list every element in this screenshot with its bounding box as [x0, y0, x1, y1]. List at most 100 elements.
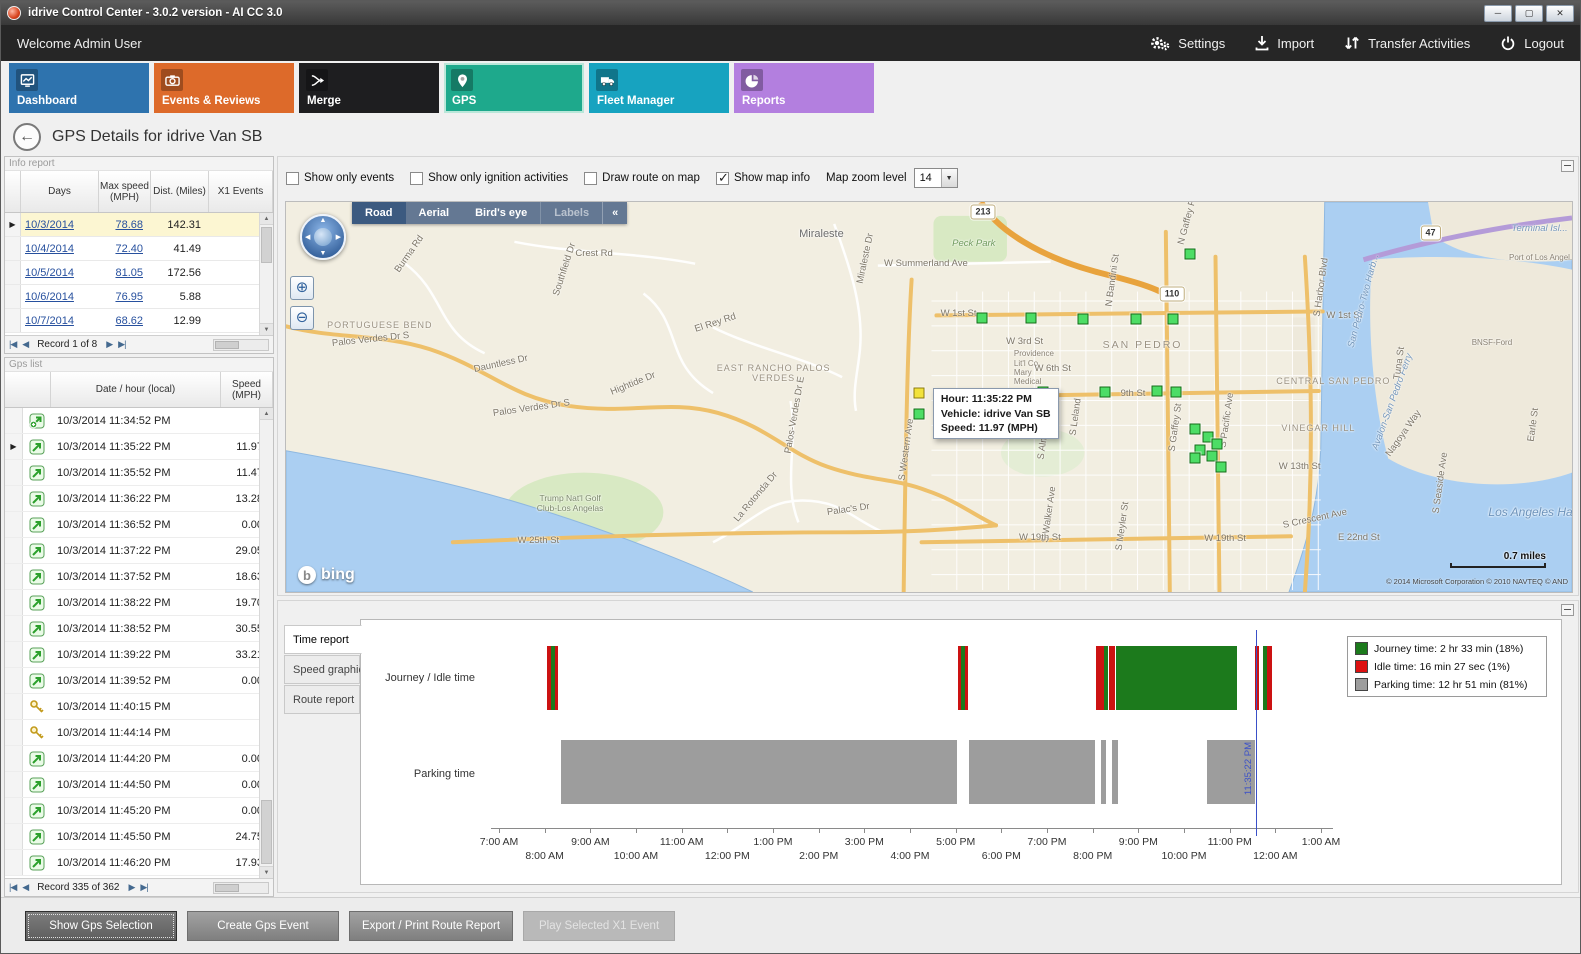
map-zoom-out-button[interactable]: ⊖ — [290, 306, 314, 330]
pan-right-icon[interactable]: ▶ — [335, 234, 341, 241]
maximize-button[interactable]: ▢ — [1515, 4, 1543, 22]
scrollbar-thumb[interactable] — [261, 800, 272, 864]
column-header-datetime[interactable]: Date / hour (local) — [51, 372, 221, 407]
minimize-button[interactable]: ─ — [1484, 4, 1512, 22]
checkbox-box[interactable] — [715, 170, 729, 186]
gps-marker[interactable] — [1099, 386, 1111, 398]
gps-list-row[interactable]: 10/3/2014 11:44:50 PM 0.00 — [5, 772, 273, 798]
prev-record-button[interactable]: ◀ — [22, 882, 29, 892]
gps-marker[interactable] — [1215, 461, 1227, 473]
map-canvas[interactable] — [286, 202, 1572, 592]
horizontal-scrollbar[interactable] — [213, 881, 269, 894]
day-link[interactable]: 10/4/2014 — [25, 242, 74, 255]
column-header-days[interactable]: Days — [21, 171, 99, 212]
column-header-dist[interactable]: Dist. (Miles) — [151, 171, 209, 212]
checkbox-box[interactable] — [584, 171, 598, 185]
day-link[interactable]: 10/6/2014 — [25, 290, 74, 303]
tab-dashboard[interactable]: Dashboard — [9, 63, 149, 113]
column-header-max-speed[interactable]: Max speed (MPH) — [99, 171, 151, 212]
gps-list-row[interactable]: 10/3/2014 11:35:52 PM 11.47 — [5, 460, 273, 486]
scroll-up-icon[interactable]: ▲ — [260, 213, 273, 225]
gps-list-row[interactable]: 10/3/2014 11:36:52 PM 0.00 — [5, 512, 273, 538]
gps-marker[interactable] — [976, 312, 988, 324]
prev-record-button[interactable]: ◀ — [22, 339, 29, 349]
column-header-x1-events[interactable]: X1 Events — [209, 171, 273, 212]
info-report-row[interactable]: ▶ 10/3/2014 78.68 142.31 — [5, 213, 273, 237]
import-button[interactable]: Import — [1255, 35, 1314, 51]
show-gps-selection-button[interactable]: Show Gps Selection — [25, 910, 177, 941]
tab-reports[interactable]: Reports — [734, 63, 874, 113]
gps-marker[interactable] — [1202, 431, 1214, 443]
map-style-tab-labels[interactable]: Labels — [540, 202, 602, 224]
map-style-tab-aerial[interactable]: Aerial — [418, 207, 450, 219]
tab-time-report[interactable]: Time report — [284, 625, 362, 654]
create-gps-event-button[interactable]: Create Gps Event — [187, 910, 339, 941]
gps-marker[interactable] — [1077, 313, 1089, 325]
info-report-row[interactable]: 10/7/2014 68.62 12.99 — [5, 309, 273, 333]
scrollbar-thumb[interactable] — [261, 227, 272, 263]
max-speed-link[interactable]: 72.40 — [115, 242, 143, 255]
scrollbar-thumb[interactable] — [215, 883, 239, 892]
logout-button[interactable]: Logout — [1500, 35, 1564, 51]
scroll-down-icon[interactable]: ▼ — [260, 866, 273, 878]
pan-down-icon[interactable]: ▼ — [319, 250, 327, 257]
gps-list-row[interactable]: 10/3/2014 11:40:15 PM — [5, 694, 273, 720]
first-record-button[interactable]: |◀ — [9, 339, 17, 349]
map-panel-collapse-button[interactable] — [1561, 160, 1574, 172]
gps-list-row[interactable]: 10/3/2014 11:44:14 PM — [5, 720, 273, 746]
scrollbar-thumb[interactable] — [215, 340, 239, 349]
gps-marker[interactable] — [913, 408, 925, 420]
gps-marker[interactable] — [1184, 248, 1196, 260]
info-report-row[interactable]: 10/6/2014 76.95 5.88 — [5, 285, 273, 309]
gps-marker[interactable] — [1130, 313, 1142, 325]
gps-marker[interactable] — [1189, 452, 1201, 464]
tab-route-report[interactable]: Route report — [284, 685, 360, 714]
checkbox-show-only-events[interactable]: Show only events — [286, 171, 394, 185]
gps-marker[interactable] — [1167, 313, 1179, 325]
gps-list-row[interactable]: 10/3/2014 11:37:52 PM 18.63 — [5, 564, 273, 590]
tab-events-reviews[interactable]: Events & Reviews — [154, 63, 294, 113]
settings-button[interactable]: Settings — [1150, 35, 1225, 51]
max-speed-link[interactable]: 76.95 — [115, 290, 143, 303]
day-link[interactable]: 10/5/2014 — [25, 266, 74, 279]
gps-marker[interactable] — [1189, 423, 1201, 435]
map-zoom-in-button[interactable]: ⊕ — [290, 276, 314, 300]
gps-list-row[interactable]: 10/3/2014 11:34:52 PM — [5, 408, 273, 434]
gps-list-row[interactable]: 10/3/2014 11:38:22 PM 19.70 — [5, 590, 273, 616]
close-button[interactable]: ✕ — [1546, 4, 1574, 22]
map-style-tab-bird-s-eye[interactable]: Bird's eye — [475, 207, 528, 219]
gps-list-row[interactable]: ▶ 10/3/2014 11:35:22 PM 11.97 — [5, 434, 273, 460]
next-record-button[interactable]: ▶ — [106, 339, 113, 349]
gps-marker[interactable] — [1211, 438, 1223, 450]
max-speed-link[interactable]: 78.68 — [115, 218, 143, 231]
checkbox-show-only-ignition-activities[interactable]: Show only ignition activities — [410, 171, 568, 185]
info-report-row[interactable]: 10/4/2014 72.40 41.49 — [5, 237, 273, 261]
gps-list-row[interactable]: 10/3/2014 11:39:52 PM 0.00 — [5, 668, 273, 694]
transfer-activities-button[interactable]: Transfer Activities — [1344, 35, 1470, 51]
map-tabs-collapse-button[interactable]: « — [602, 202, 627, 224]
map-style-tab-road[interactable]: Road — [352, 202, 406, 224]
last-record-button[interactable]: ▶| — [140, 882, 148, 892]
first-record-button[interactable]: |◀ — [9, 882, 17, 892]
gps-list-row[interactable]: 10/3/2014 11:36:22 PM 13.28 — [5, 486, 273, 512]
column-header-speed[interactable]: Speed (MPH) — [221, 372, 273, 407]
max-speed-link[interactable]: 81.05 — [115, 266, 143, 279]
gps-marker[interactable] — [1025, 312, 1037, 324]
gps-list-row[interactable]: 10/3/2014 11:45:50 PM 24.75 — [5, 824, 273, 850]
tab-speed-graphic[interactable]: Speed graphic — [284, 655, 364, 684]
horizontal-scrollbar[interactable] — [213, 338, 269, 351]
gps-list-row[interactable]: 10/3/2014 11:38:52 PM 30.55 — [5, 616, 273, 642]
checkbox-box[interactable] — [410, 171, 424, 185]
gps-marker[interactable] — [1206, 450, 1218, 462]
pan-up-icon[interactable]: ▲ — [319, 217, 327, 224]
gps-marker[interactable] — [1151, 385, 1163, 397]
pan-left-icon[interactable]: ◀ — [305, 234, 311, 241]
checkbox-show-map-info[interactable]: Show map info — [715, 170, 810, 186]
scroll-up-icon[interactable]: ▲ — [260, 408, 273, 420]
tab-gps[interactable]: GPS — [444, 63, 584, 113]
next-record-button[interactable]: ▶ — [128, 882, 135, 892]
info-report-row[interactable]: 10/5/2014 81.05 172.56 — [5, 261, 273, 285]
gps-marker[interactable] — [913, 387, 925, 399]
day-link[interactable]: 10/7/2014 — [25, 314, 74, 327]
gps-list-row[interactable]: 10/3/2014 11:39:22 PM 33.21 — [5, 642, 273, 668]
